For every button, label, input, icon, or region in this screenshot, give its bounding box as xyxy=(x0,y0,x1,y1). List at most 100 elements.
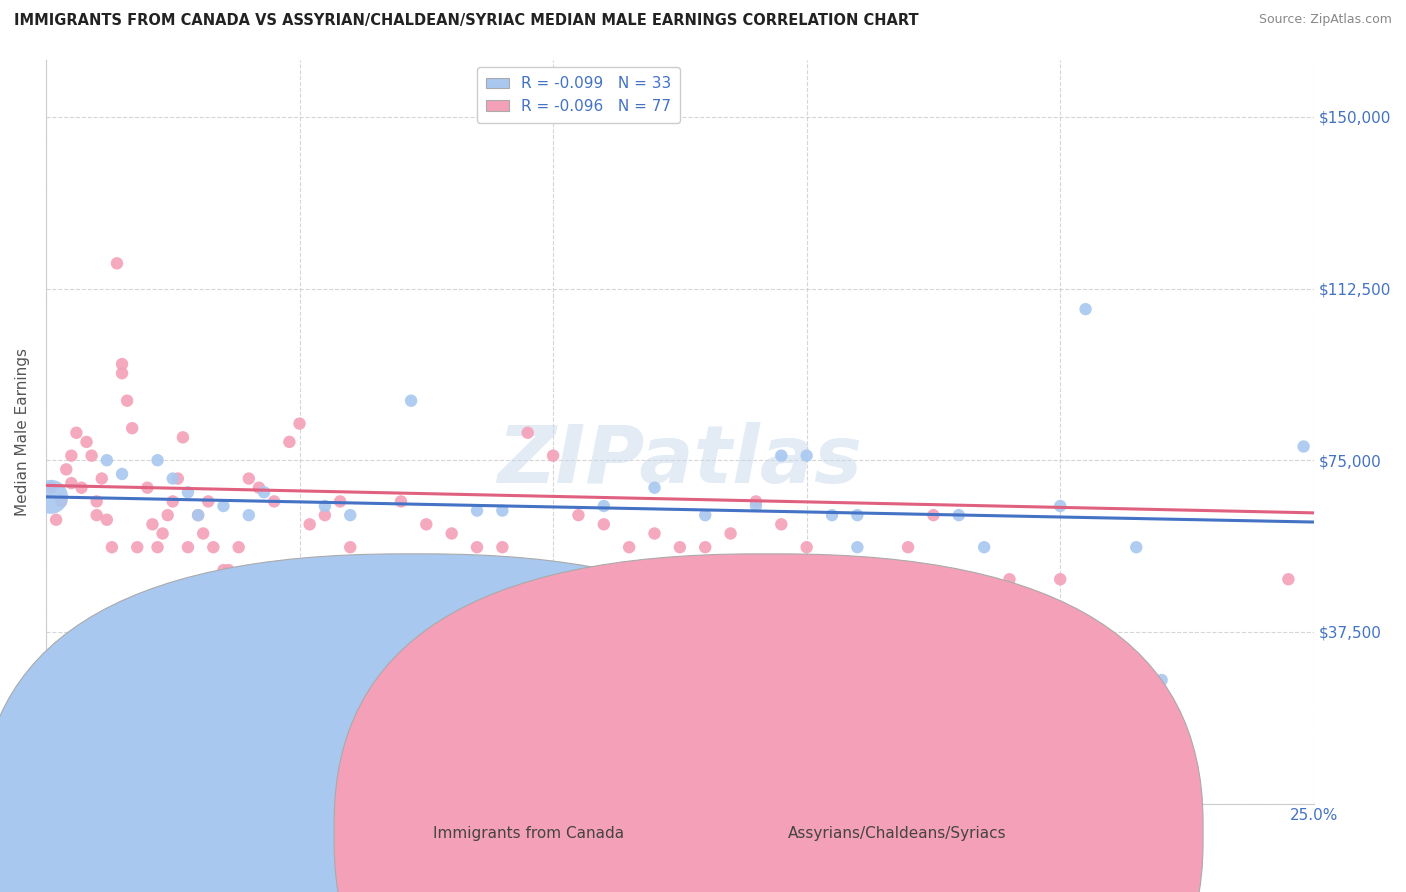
Point xyxy=(177,540,200,554)
Point xyxy=(141,517,163,532)
Legend: R = -0.099   N = 33, R = -0.096   N = 77: R = -0.099 N = 33, R = -0.096 N = 77 xyxy=(477,67,681,123)
Point xyxy=(101,540,124,554)
Point xyxy=(45,513,67,527)
Point xyxy=(162,471,184,485)
Y-axis label: Median Male Earnings: Median Male Earnings xyxy=(15,348,30,516)
Point xyxy=(465,503,488,517)
Point xyxy=(1292,440,1315,454)
Point xyxy=(872,591,894,605)
Point xyxy=(247,481,270,495)
Text: Assyrians/Chaldeans/Syriacs: Assyrians/Chaldeans/Syriacs xyxy=(789,826,1007,840)
Point xyxy=(669,540,692,554)
Point xyxy=(212,499,235,513)
Text: Immigrants from Canada: Immigrants from Canada xyxy=(433,826,624,840)
Point xyxy=(846,508,869,523)
Point xyxy=(51,494,73,508)
Point xyxy=(105,256,128,270)
Point xyxy=(39,481,62,495)
Point xyxy=(339,540,361,554)
Point xyxy=(720,526,742,541)
Point xyxy=(491,503,513,517)
Point xyxy=(96,453,118,467)
Point xyxy=(745,494,768,508)
Point xyxy=(60,449,83,463)
Point xyxy=(80,449,103,463)
Point xyxy=(973,586,995,600)
Point xyxy=(162,494,184,508)
Point xyxy=(592,499,614,513)
Point xyxy=(263,494,285,508)
Point xyxy=(136,481,159,495)
Point xyxy=(238,471,260,485)
Point xyxy=(146,540,169,554)
Point xyxy=(166,471,188,485)
Point xyxy=(197,494,219,508)
Point xyxy=(516,425,538,440)
Point xyxy=(617,540,640,554)
Point xyxy=(948,572,970,586)
Point xyxy=(592,517,614,532)
Point xyxy=(644,526,666,541)
Point xyxy=(846,540,869,554)
Point xyxy=(111,467,134,481)
Point xyxy=(1049,572,1071,586)
Text: Source: ZipAtlas.com: Source: ZipAtlas.com xyxy=(1258,13,1392,27)
Point xyxy=(846,563,869,577)
Point xyxy=(745,499,768,513)
Point xyxy=(86,508,108,523)
Point xyxy=(644,481,666,495)
Point xyxy=(1125,540,1147,554)
Point xyxy=(465,540,488,554)
Point xyxy=(349,563,371,577)
Point xyxy=(218,563,240,577)
Point xyxy=(115,393,138,408)
Point xyxy=(86,494,108,508)
Point xyxy=(872,572,894,586)
Point xyxy=(193,526,215,541)
Text: IMMIGRANTS FROM CANADA VS ASSYRIAN/CHALDEAN/SYRIAC MEDIAN MALE EARNINGS CORRELAT: IMMIGRANTS FROM CANADA VS ASSYRIAN/CHALD… xyxy=(14,13,918,29)
Point xyxy=(770,517,793,532)
Point xyxy=(60,476,83,491)
Point xyxy=(90,471,112,485)
Point xyxy=(695,540,717,554)
Point xyxy=(973,540,995,554)
Point xyxy=(796,540,818,554)
Point xyxy=(278,434,301,449)
Point xyxy=(298,517,321,532)
Point xyxy=(70,481,93,495)
Point xyxy=(998,572,1021,586)
Point xyxy=(380,563,402,577)
Text: ZIPatlas: ZIPatlas xyxy=(498,423,862,500)
Point xyxy=(897,540,920,554)
Point xyxy=(156,508,179,523)
Point xyxy=(541,449,564,463)
Point xyxy=(146,453,169,467)
Point xyxy=(922,508,945,523)
Point xyxy=(695,508,717,523)
Point xyxy=(314,508,336,523)
Point xyxy=(821,508,844,523)
Point xyxy=(567,508,589,523)
Point xyxy=(228,540,250,554)
Point xyxy=(922,586,945,600)
Point xyxy=(39,490,62,504)
Point xyxy=(96,513,118,527)
Point xyxy=(55,462,77,476)
Point xyxy=(364,563,387,577)
Point xyxy=(127,540,149,554)
Point xyxy=(238,508,260,523)
Point xyxy=(202,540,225,554)
Point xyxy=(440,526,463,541)
Point xyxy=(187,508,209,523)
Point xyxy=(1277,572,1299,586)
Point xyxy=(948,508,970,523)
Point xyxy=(415,517,437,532)
Point xyxy=(1150,673,1173,687)
Point xyxy=(76,434,98,449)
Point xyxy=(187,508,209,523)
Point xyxy=(172,430,194,444)
Point xyxy=(339,563,361,577)
Point xyxy=(177,485,200,500)
Point xyxy=(111,357,134,371)
Point xyxy=(1074,302,1097,317)
